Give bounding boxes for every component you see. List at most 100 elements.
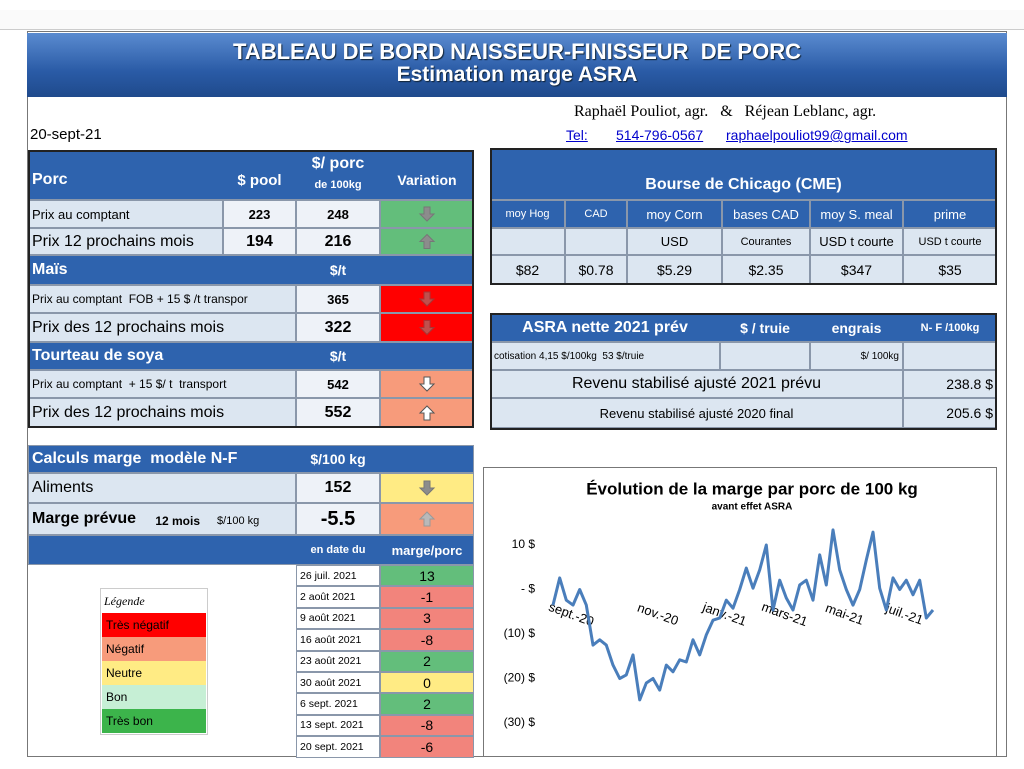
cell-text: Variation [397,172,457,188]
cell [296,693,380,715]
cell-text: Marge prévue [32,510,137,527]
cell-text: ASRA nette 2021 prév [522,318,688,336]
cell-text: 223 [248,206,271,222]
cell-text: $2.35 [748,262,784,278]
cell-text: 2 août 2021 [300,591,356,604]
cell-text: en date du [310,544,366,556]
cell [296,228,380,255]
cell [296,313,380,342]
variation-arrow [418,233,436,249]
cell-text: -8 [420,631,434,648]
cell [223,200,296,228]
variation-arrow [418,320,436,336]
cell-text: Prix au comptant FOB + 15 $ /t transpor [32,292,248,306]
sheet-strip [0,10,1024,30]
cell [296,398,380,428]
cell [722,255,810,285]
cell-text: Bon [106,690,128,704]
cell-text: $0.78 [578,262,614,278]
legend-swatch [102,613,206,637]
cell-text: Prix des 12 prochains mois [32,404,225,421]
cell-text: $/100 kg [310,451,366,467]
cell-text: 238.8 $ [946,376,993,392]
cell [28,285,296,313]
table-title: Bourse de Chicago (CME) [645,176,842,193]
cell-text: CAD [584,208,608,220]
cell-text: $347 [840,262,873,278]
cell [490,342,720,370]
cell-text: Légende [104,593,145,608]
cell [28,445,474,473]
chart-box [483,467,997,757]
cell-text: 6 sept. 2021 [300,698,358,711]
cell-text: 322 [324,318,352,336]
cell-text: Maïs [32,261,68,278]
cell-text: $/t [329,262,347,278]
cell-text: $82 [515,262,540,278]
cell-text: 12 mois [152,514,201,528]
title-bar [27,33,1007,97]
cell-text: 365 [327,291,349,307]
cell [380,586,474,608]
cell [296,565,380,587]
y-tick-label: (20) $ [504,671,536,685]
chart-title: Évolution de la marge par porc de 100 kg [586,479,918,498]
chart-subtitle: avant effet ASRA [712,502,793,513]
variation-arrow [418,480,436,496]
email[interactable]: raphaelpouliot99@gmail.com [726,127,908,143]
cell-text: 9 août 2021 [300,612,356,625]
cell [722,228,810,255]
cell-text: $35 [938,262,962,278]
cell [296,200,380,228]
cell [810,342,903,370]
cell [296,650,380,672]
cell-text: 30 août 2021 [300,676,362,689]
cell [296,503,380,535]
legend-swatch [102,661,206,685]
phone[interactable]: 514-796-0567 [616,127,704,143]
cell [296,586,380,608]
cell-text: 2 [423,696,431,713]
cell-text: 542 [327,376,349,392]
cell-text: Revenu stabilisé ajusté 2020 final [599,405,794,421]
cell-text: Tourteau de soya [32,347,164,364]
cell [380,565,474,587]
cell [380,736,474,758]
cell [380,672,474,694]
cell [28,342,474,370]
cell [28,398,296,428]
cell-text: marge/porc [391,542,463,558]
table-frame [490,313,997,430]
cell-text: Prix 12 prochains mois [32,232,194,250]
cell-text: $/ 100kg [860,350,899,362]
cell-text: -6 [420,738,434,755]
cell-text: 2 [423,653,431,670]
cell [380,714,474,737]
cell-text: 205.6 $ [946,405,993,421]
x-tick-label: mars-21 [760,599,810,629]
cell-text: 13 sept. 2021 [300,719,364,732]
cell [490,148,997,200]
cell [627,200,722,228]
cell [490,228,565,255]
cell [720,342,810,370]
cell [28,228,223,255]
cell [223,228,296,255]
cell [810,200,903,228]
cell-text: Prix au comptant + 15 $/ t transport [32,377,227,391]
cell-text: USD t courte [819,234,894,249]
cell-text: 216 [324,232,352,250]
cell-text: Très négatif [106,618,169,632]
x-tick-label: mai-21 [823,600,865,628]
cell-text: USD [660,234,689,249]
variation-arrow [418,405,436,421]
cell-text: cotisation 4,15 $/100kg 53 $/truie [494,350,645,362]
cell [903,370,997,398]
cell [296,473,380,503]
cell [627,255,722,285]
cell [627,228,722,255]
legend-swatch [102,685,206,709]
table-frame [28,150,474,428]
cell-text: 0 [423,674,431,691]
cell [296,607,380,630]
